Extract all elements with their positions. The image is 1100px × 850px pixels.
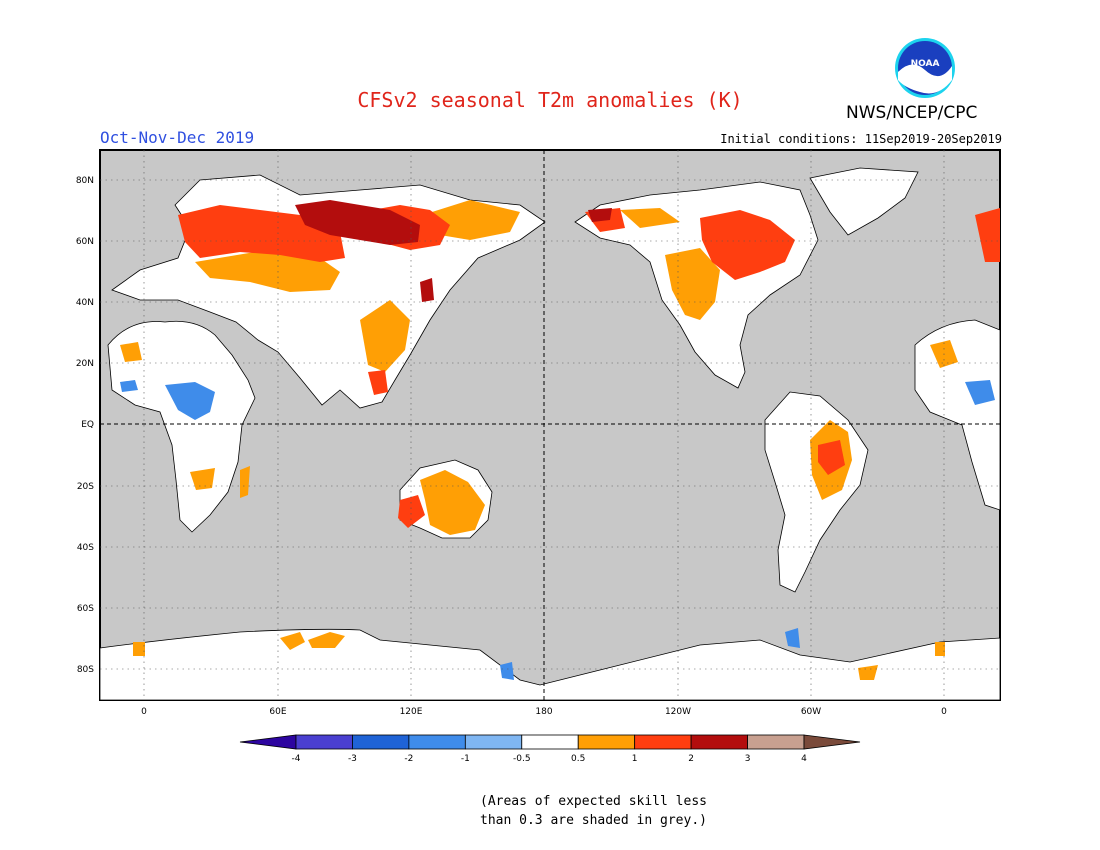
- colorbar-label: -0.5: [513, 754, 531, 764]
- colorbar-segment: [408, 734, 466, 750]
- lat-label: 60S: [77, 604, 94, 614]
- latitude-labels: 80N 60N 40N 20N EQ 20S 40S 60S 80S: [76, 176, 94, 675]
- lat-label: 20N: [76, 359, 94, 369]
- colorbar-label: -4: [292, 754, 301, 764]
- lon-label: 180: [535, 707, 552, 717]
- lat-label: EQ: [81, 420, 94, 430]
- colorbar-label: 4: [801, 754, 807, 764]
- season-label: Oct-Nov-Dec 2019: [100, 128, 255, 147]
- colorbar-label: 0.5: [571, 754, 585, 764]
- noaa-logo-icon: NOAA: [895, 38, 955, 98]
- colorbar-segment: [577, 734, 636, 750]
- skill-note-line: (Areas of expected skill less: [480, 794, 707, 809]
- lon-label: 120W: [665, 707, 691, 717]
- colorbar-labels: -4 -3 -2 -1 -0.5 0.5 1 2 3 4: [292, 754, 808, 764]
- lon-label: 0: [141, 707, 147, 717]
- lat-label: 60N: [76, 237, 94, 247]
- colorbar-label: -3: [348, 754, 357, 764]
- anomaly-cool: [120, 380, 995, 680]
- lat-label: 80S: [77, 665, 94, 675]
- colorbar-segment: [521, 734, 579, 750]
- lon-label: 60W: [801, 707, 821, 717]
- colorbar-segment: [634, 734, 692, 750]
- agency-label: NWS/NCEP/CPC: [846, 103, 978, 123]
- lon-label: 60E: [269, 707, 286, 717]
- lat-label: 40S: [77, 543, 94, 553]
- colorbar-label: 3: [745, 754, 751, 764]
- colorbar-segment: [690, 734, 748, 750]
- skill-note-line: than 0.3 are shaded in grey.): [480, 813, 707, 828]
- colorbar-label: 1: [632, 754, 638, 764]
- colorbar-segment: [295, 734, 353, 750]
- colorbar-segment: [239, 734, 297, 750]
- svg-text:NOAA: NOAA: [911, 59, 940, 69]
- colorbar-segment: [352, 734, 410, 750]
- colorbar-label: 2: [688, 754, 694, 764]
- lat-label: 80N: [76, 176, 94, 186]
- skill-note: (Areas of expected skill less than 0.3 a…: [480, 792, 707, 830]
- colorbar-segment: [803, 734, 861, 750]
- colorbar-label: -1: [461, 754, 470, 764]
- colorbar-segment: [464, 734, 523, 750]
- lon-label: 0: [941, 707, 947, 717]
- colorbar-label: -2: [404, 754, 413, 764]
- colorbar-segment: [747, 734, 805, 750]
- anomaly-warm-2-3: [295, 200, 612, 302]
- lat-label: 20S: [77, 482, 94, 492]
- colorbar: [239, 734, 861, 750]
- lon-label: 120E: [400, 707, 423, 717]
- lat-label: 40N: [76, 298, 94, 308]
- chart-title: CFSv2 seasonal T2m anomalies (K): [357, 88, 743, 112]
- equator-and-dateline: [100, 150, 1000, 700]
- graticule: [100, 150, 1000, 700]
- initial-conditions-label: Initial conditions: 11Sep2019-20Sep2019: [720, 132, 1002, 146]
- longitude-labels: 0 60E 120E 180 120W 60W 0: [141, 707, 947, 717]
